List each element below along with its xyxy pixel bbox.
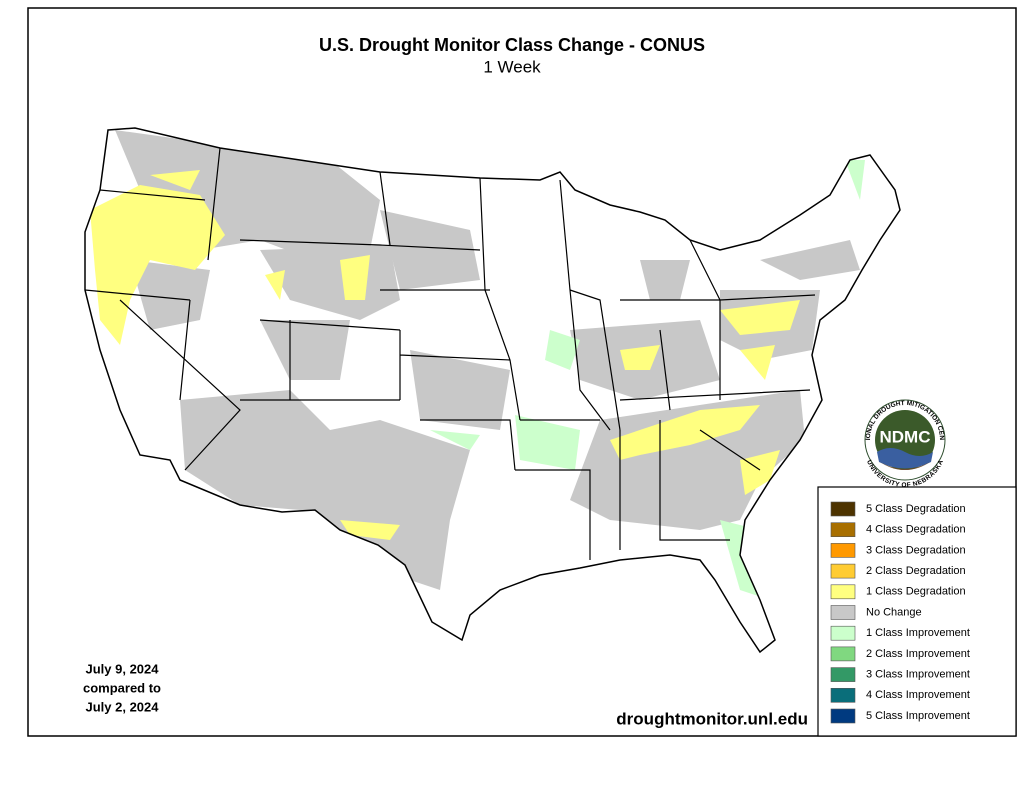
legend-label: 1 Class Degradation: [866, 586, 966, 598]
change-area: [410, 350, 510, 430]
legend-swatch: [830, 646, 856, 662]
legend: 5 Class Degradation 4 Class Degradation 3 …: [830, 501, 970, 724]
source-url: droughtmonitor.unl.edu: [616, 709, 808, 728]
change-area: [130, 260, 210, 330]
legend-swatch: [830, 625, 856, 641]
legend-swatch: [830, 543, 856, 558]
date-line: compared to: [83, 680, 161, 695]
change-area: [610, 405, 760, 460]
change-area: [430, 430, 480, 450]
date-line: July 2, 2024: [86, 699, 160, 714]
legend-label: 5 Class Improvement: [866, 710, 970, 722]
change-area: [90, 185, 225, 345]
legend-label: 2 Class Degradation: [866, 565, 966, 577]
legend-swatch: [830, 687, 856, 703]
change-area: [640, 260, 690, 300]
legend-label: 5 Class Degradation: [866, 503, 966, 515]
legend-swatch: [830, 563, 856, 579]
change-area: [515, 415, 580, 470]
change-area: [180, 390, 470, 590]
legend-label: 3 Class Degradation: [866, 544, 966, 556]
change-area: [845, 160, 865, 200]
legend-label: 4 Class Improvement: [866, 689, 970, 701]
legend-label: 2 Class Improvement: [866, 648, 970, 660]
change-area: [620, 345, 660, 370]
change-area: [740, 345, 775, 380]
legend-label: 1 Class Improvement: [866, 627, 970, 639]
change-area: [545, 330, 580, 370]
change-area: [570, 390, 805, 530]
change-area: [740, 450, 780, 495]
change-area: [340, 520, 400, 540]
logo-text: NDMC: [880, 427, 931, 446]
legend-label: 3 Class Improvement: [866, 669, 970, 681]
change-area: [720, 300, 800, 335]
legend-swatch: [830, 708, 856, 724]
subtitle: 1 Week: [483, 57, 541, 76]
legend-label: 4 Class Degradation: [866, 524, 966, 536]
legend-swatch: [830, 522, 856, 538]
legend-swatch: [830, 605, 856, 620]
change-area: [150, 170, 200, 190]
legend-swatch: [830, 584, 856, 600]
change-area: [260, 320, 350, 380]
change-area: [760, 240, 860, 280]
legend-swatch: [830, 501, 856, 517]
change-area: [340, 255, 370, 300]
date-line: July 9, 2024: [86, 661, 160, 676]
title: U.S. Drought Monitor Class Change - CONU…: [319, 35, 705, 55]
change-area: [265, 270, 285, 300]
legend-label: No Change: [866, 606, 922, 618]
change-area: [380, 210, 480, 290]
legend-swatch: [830, 667, 856, 682]
